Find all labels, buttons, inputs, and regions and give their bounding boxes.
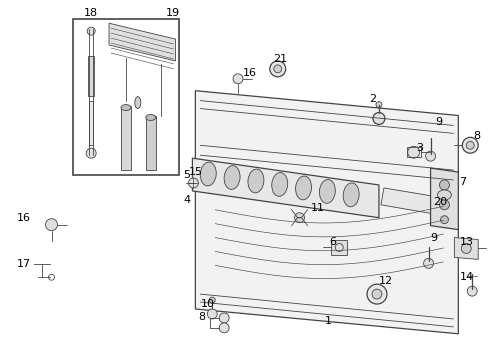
Ellipse shape — [343, 183, 359, 207]
Ellipse shape — [121, 105, 131, 111]
Text: 14: 14 — [459, 272, 473, 282]
Text: 13: 13 — [459, 237, 473, 247]
Ellipse shape — [146, 114, 156, 121]
Text: 18: 18 — [84, 8, 98, 18]
Circle shape — [408, 146, 419, 158]
Ellipse shape — [200, 162, 216, 186]
Circle shape — [270, 61, 286, 77]
Circle shape — [207, 309, 217, 319]
Text: 7: 7 — [459, 177, 466, 187]
Text: 17: 17 — [17, 259, 31, 269]
Polygon shape — [431, 168, 458, 230]
Circle shape — [440, 180, 449, 190]
Bar — [407, 147, 420, 157]
Circle shape — [466, 141, 474, 149]
Circle shape — [424, 258, 434, 268]
Text: 20: 20 — [434, 197, 448, 207]
Circle shape — [87, 27, 95, 35]
Circle shape — [219, 323, 229, 333]
Bar — [331, 239, 347, 255]
Text: 15: 15 — [189, 167, 202, 177]
Circle shape — [219, 313, 229, 323]
Bar — [121, 105, 131, 170]
Ellipse shape — [319, 180, 335, 203]
Bar — [88, 56, 94, 96]
Polygon shape — [109, 23, 175, 61]
Text: 16: 16 — [243, 68, 257, 78]
Polygon shape — [193, 158, 379, 218]
Text: 1: 1 — [324, 316, 331, 326]
Ellipse shape — [224, 166, 240, 189]
Text: 21: 21 — [273, 54, 287, 64]
Circle shape — [426, 151, 436, 161]
Circle shape — [461, 243, 471, 253]
Circle shape — [376, 102, 382, 108]
Text: 4: 4 — [183, 195, 191, 205]
Text: 6: 6 — [329, 237, 336, 247]
Text: 10: 10 — [200, 299, 214, 309]
Circle shape — [189, 178, 198, 188]
Ellipse shape — [135, 96, 141, 109]
Circle shape — [86, 148, 96, 158]
Polygon shape — [454, 238, 478, 260]
Text: 2: 2 — [369, 94, 376, 104]
Text: 3: 3 — [416, 143, 424, 153]
Circle shape — [46, 219, 57, 231]
Text: 8: 8 — [473, 131, 480, 141]
Circle shape — [233, 74, 243, 84]
Ellipse shape — [295, 176, 312, 200]
Ellipse shape — [438, 190, 451, 200]
Text: 11: 11 — [311, 203, 324, 213]
Text: 8: 8 — [198, 312, 205, 322]
Bar — [146, 116, 156, 170]
Circle shape — [209, 297, 215, 303]
Circle shape — [372, 289, 382, 299]
Ellipse shape — [248, 169, 264, 193]
Circle shape — [467, 286, 477, 296]
Text: 5: 5 — [183, 170, 191, 180]
Circle shape — [274, 65, 282, 73]
Bar — [89, 100, 93, 145]
Circle shape — [440, 200, 449, 210]
Circle shape — [367, 284, 387, 304]
Text: 9: 9 — [436, 117, 442, 127]
Polygon shape — [381, 188, 443, 215]
Circle shape — [441, 216, 448, 224]
Text: 9: 9 — [431, 233, 438, 243]
Circle shape — [373, 113, 385, 125]
Bar — [74, 19, 178, 175]
Text: 19: 19 — [166, 8, 180, 18]
Text: 16: 16 — [17, 213, 31, 223]
Circle shape — [462, 137, 478, 153]
Circle shape — [294, 213, 305, 223]
Polygon shape — [196, 91, 458, 334]
Text: 12: 12 — [379, 276, 393, 286]
Ellipse shape — [272, 172, 288, 196]
